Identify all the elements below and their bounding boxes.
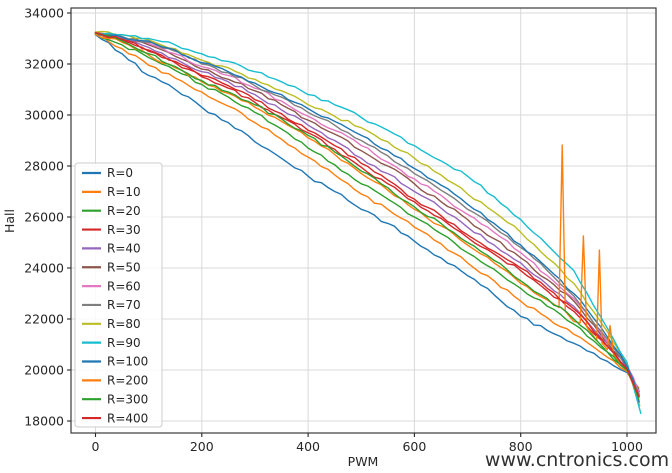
legend-entry-R=70: R=70 <box>82 298 141 312</box>
y-tick-label: 34000 <box>24 5 64 20</box>
legend-entry-R=0: R=0 <box>82 166 133 180</box>
legend-entry-R=90: R=90 <box>82 336 141 350</box>
legend-entry-R=400: R=400 <box>82 411 148 425</box>
series-line-R=80 <box>94 30 641 407</box>
y-tick-label: 28000 <box>24 158 64 173</box>
series-line-R=0 <box>94 34 639 388</box>
legend-label: R=30 <box>107 223 141 237</box>
legend-entry-R=200: R=200 <box>82 374 148 388</box>
y-tick-label: 30000 <box>24 107 64 122</box>
legend-label: R=0 <box>107 166 133 180</box>
legend-label: R=200 <box>107 374 148 388</box>
legend-label: R=300 <box>107 392 148 406</box>
y-tick-label: 32000 <box>24 56 64 71</box>
series-line-R=200 <box>94 33 640 399</box>
series-line-R=400 <box>94 31 640 398</box>
series-line-R=20 <box>94 33 640 390</box>
legend-entry-R=80: R=80 <box>82 317 141 331</box>
series-line-R=70 <box>94 32 640 397</box>
y-tick-label: 22000 <box>24 311 64 326</box>
legend-entry-R=30: R=30 <box>82 223 141 237</box>
series-line-R=30 <box>94 31 640 392</box>
legend-label: R=100 <box>107 355 148 369</box>
legend-label: R=70 <box>107 298 141 312</box>
series-line-R=60 <box>94 32 640 395</box>
series-lines <box>94 30 642 414</box>
legend-label: R=90 <box>107 336 141 350</box>
x-tick-label: 800 <box>509 439 533 454</box>
legend-label: R=10 <box>107 185 141 199</box>
legend-entry-R=10: R=10 <box>82 185 141 199</box>
x-tick-label: 200 <box>190 439 214 454</box>
legend-label: R=50 <box>107 260 141 274</box>
plot-border <box>70 7 657 434</box>
watermark: www.cntronics.com <box>485 449 669 471</box>
legend-entry-R=50: R=50 <box>82 260 141 274</box>
y-tick-label: 24000 <box>24 260 64 275</box>
y-tick-label: 20000 <box>24 362 64 377</box>
legend-label: R=60 <box>107 279 141 293</box>
y-axis-label: Hall <box>2 209 17 233</box>
legend-label: R=40 <box>107 242 141 256</box>
x-tick-label: 0 <box>92 439 100 454</box>
legend-label: R=20 <box>107 204 141 218</box>
y-tick-label: 26000 <box>24 209 64 224</box>
x-axis-label: PWM <box>348 454 379 469</box>
legend-entry-R=40: R=40 <box>82 242 141 256</box>
series-line-R=40 <box>94 32 640 393</box>
legend-entry-R=100: R=100 <box>82 355 148 369</box>
x-tick-label: 600 <box>402 439 426 454</box>
axis-ticks: 0 200 400 600 800 1000 18000 20000 22000 24000 260… <box>24 5 643 454</box>
legend-entry-R=60: R=60 <box>82 279 141 293</box>
series-line-R=300 <box>94 32 640 400</box>
series-line-R=100 <box>94 33 640 403</box>
y-tick-label: 18000 <box>24 413 64 428</box>
legend-label: R=80 <box>107 317 141 331</box>
x-tick-label: 1000 <box>611 439 643 454</box>
legend-entry-R=20: R=20 <box>82 204 141 218</box>
series-line-R=10 <box>94 32 640 389</box>
legend-entry-R=300: R=300 <box>82 392 148 406</box>
x-tick-label: 400 <box>296 439 320 454</box>
legend-label: R=400 <box>107 411 148 425</box>
series-line-R=90 <box>94 32 642 414</box>
series-line-R=50 <box>94 34 640 394</box>
legend: R=0 R=10 R=20 R=30 R=40 R=50 R=60 R=70 R=80 R=90 R… <box>74 162 163 428</box>
